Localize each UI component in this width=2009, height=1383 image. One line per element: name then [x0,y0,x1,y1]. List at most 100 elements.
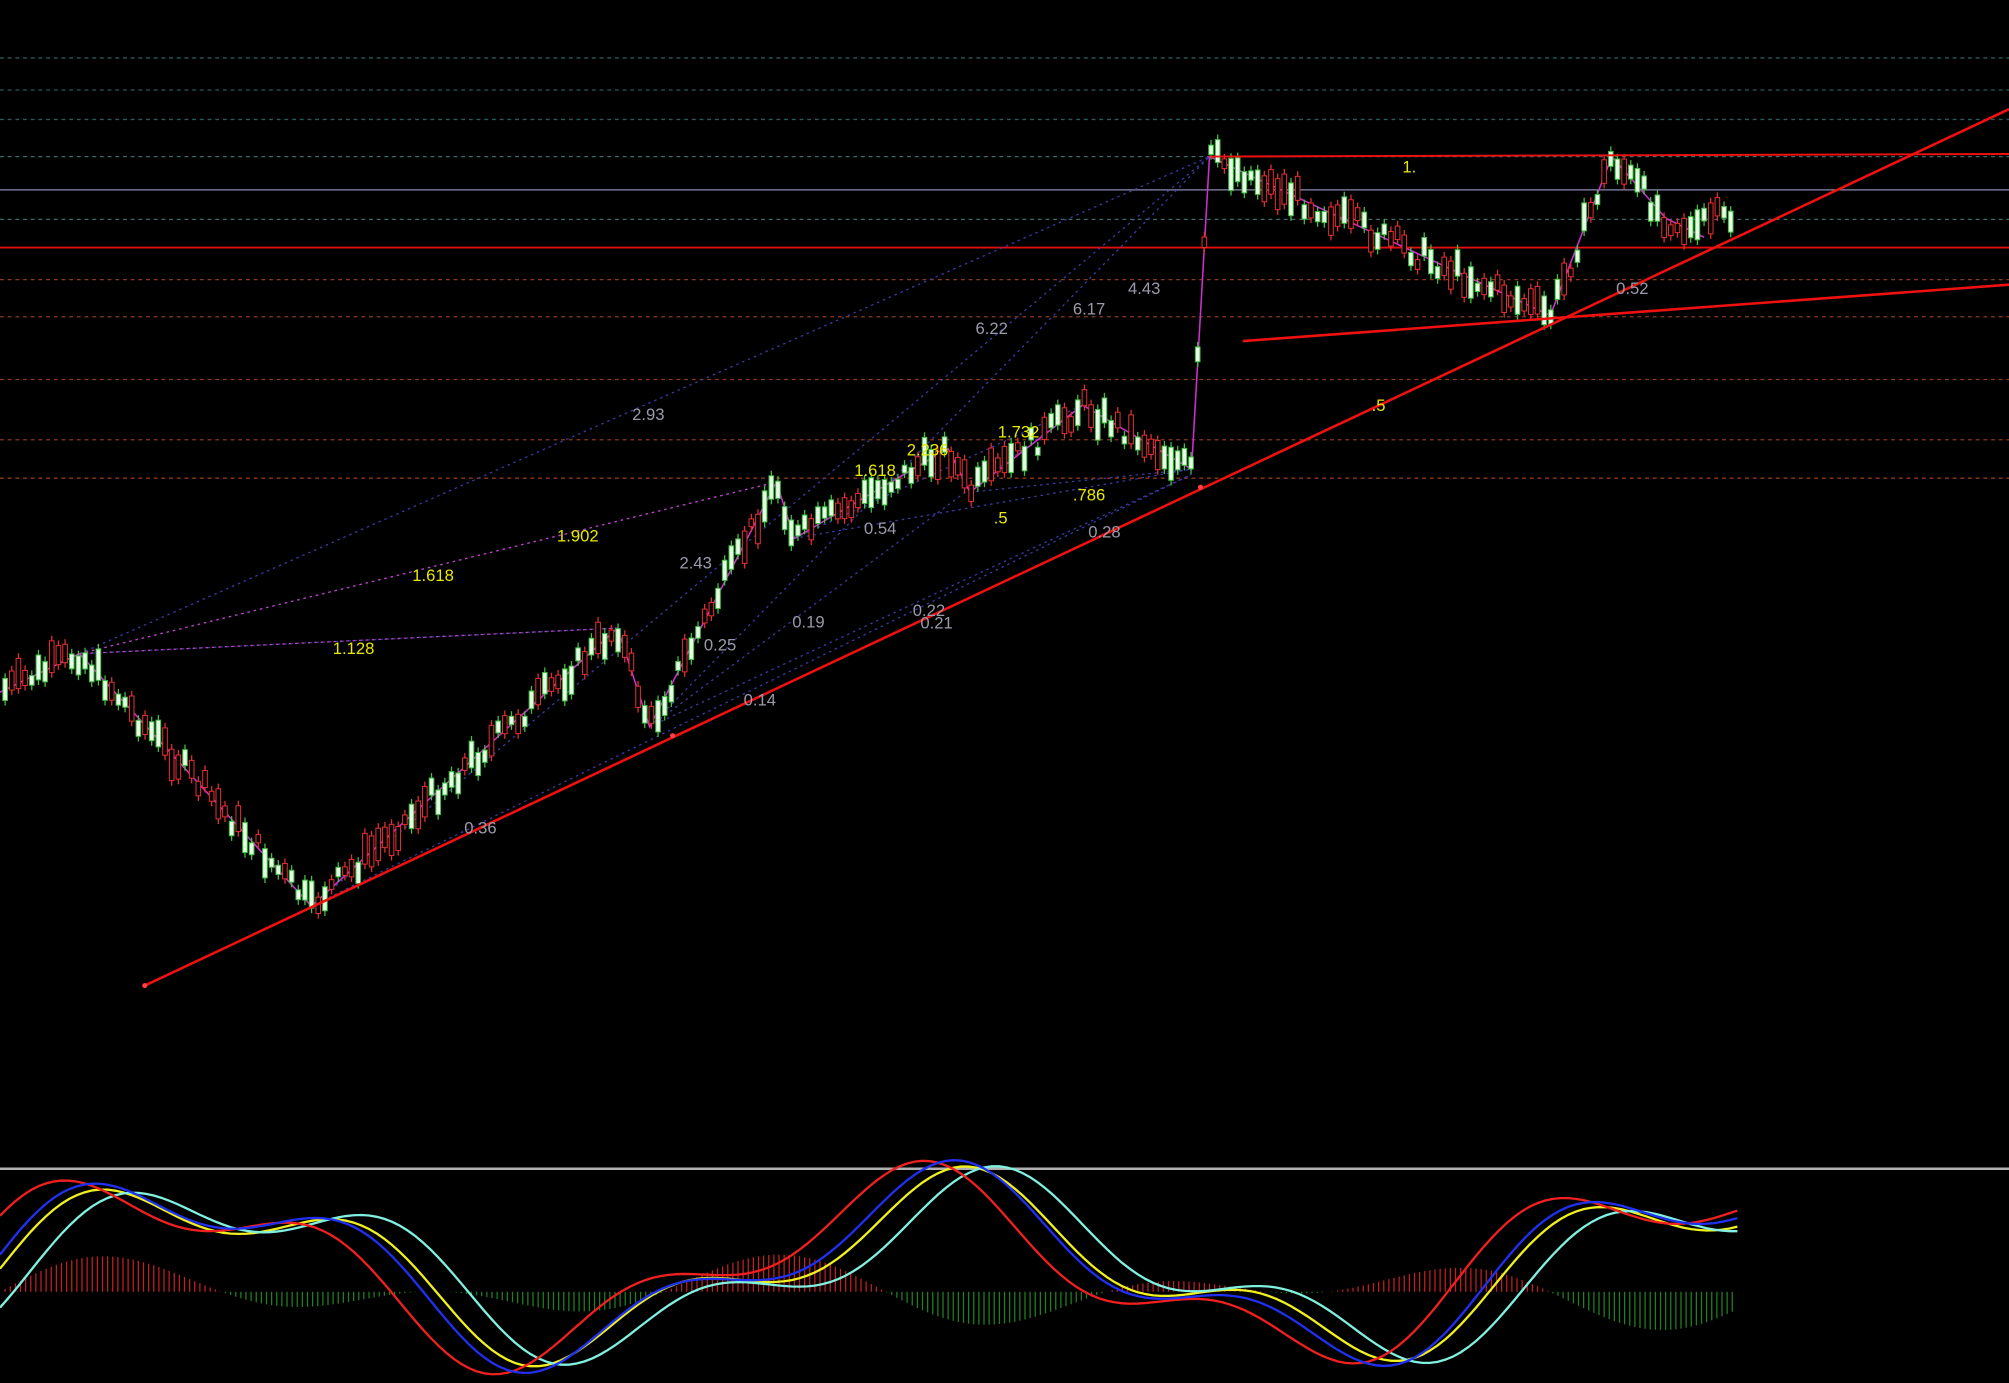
candle-body [895,478,901,490]
candle-body [761,490,768,523]
candle-body [708,602,715,617]
candle-body [795,524,801,537]
candle-body [1654,194,1661,222]
candle-body [515,713,521,735]
candle-body [235,805,242,833]
candle-body [262,848,268,879]
candle-body [468,740,475,769]
candle-body [1681,217,1687,246]
candle-body [1674,222,1681,234]
candle-body [1168,446,1174,481]
candle-body [1481,277,1488,296]
fib-label: 1.732 [998,423,1040,442]
candle-body [695,626,701,639]
candle-body [1154,440,1161,471]
fib-label: 1.902 [557,526,599,545]
candle-body [1714,197,1721,217]
candle-body [1448,260,1454,290]
candle-body [555,674,561,690]
candle-body [868,477,875,509]
candle-body [1088,404,1094,428]
candle-body [35,654,42,681]
candle-body [1607,151,1614,167]
candle-body [1614,158,1621,180]
oscillator-line [0,1159,1738,1376]
anchor-point [670,733,676,739]
oscillator-line [0,1165,1738,1366]
candle-body [408,803,415,830]
candle-body [501,715,508,735]
candle-body [402,814,408,826]
candle-body [888,481,895,493]
candle-body [815,506,821,525]
candle-body [428,777,435,796]
candle-body [62,643,68,664]
candle-body [148,721,155,742]
candle-body [75,655,82,676]
candle-body [395,826,402,852]
candle-body [108,681,115,701]
candle-body [1394,225,1401,241]
candle-body [1161,445,1168,470]
candle-body [328,879,335,890]
candle-body [1174,450,1181,471]
candle-body [801,514,808,530]
candle-body [208,790,215,802]
candle-body [1074,399,1081,427]
candle-body [995,457,1001,473]
candle-body [1388,230,1394,247]
candle-body [628,652,635,672]
candle-body [182,749,188,767]
candle-body [1554,278,1561,300]
candle-body [1521,298,1527,312]
trend-line [144,108,2009,987]
candle-body [521,715,528,728]
candle-body [95,648,102,681]
fib-label: 6.17 [1073,300,1105,319]
candle-body [1381,223,1388,236]
candle-body [508,715,515,726]
candle-body [1048,413,1054,429]
candle-body [1308,202,1314,219]
candle-body [1574,249,1581,263]
candle-body [648,705,655,725]
candle-body [1488,281,1494,298]
candle-body [1461,272,1468,298]
candle-body [595,621,601,655]
fib-label: 1.128 [333,639,375,658]
trend-line [1209,153,2009,158]
candle-body [1414,259,1421,270]
candle-body [1214,139,1221,163]
candle-body [908,466,915,484]
candle-body [1034,446,1041,456]
candle-body [568,665,575,695]
candle-body [1208,144,1214,156]
candle-body [775,480,781,499]
candle-body [1054,404,1061,426]
candle-body [1541,295,1547,326]
candle-body [1494,274,1501,291]
candle-body [1701,207,1707,222]
candle-body [1341,196,1348,224]
candle-body [1548,309,1554,325]
fib-label: 1.618 [854,461,896,480]
candle-body [1041,416,1048,440]
candle-body [415,800,422,830]
candle-body [368,835,375,868]
candle-body [1354,207,1361,222]
candle-body [1707,202,1714,235]
candle-body [1254,169,1261,195]
fib-line [79,481,777,655]
candle-body [808,518,815,541]
candle-body [1348,199,1354,229]
fib-label: 2.236 [907,441,949,460]
candle-body [741,530,748,564]
candle-body [488,724,495,757]
oscillator-line [0,1159,1738,1375]
candle-body [601,632,608,660]
fib-label: 2.93 [632,405,664,424]
candle-body [1194,346,1201,363]
